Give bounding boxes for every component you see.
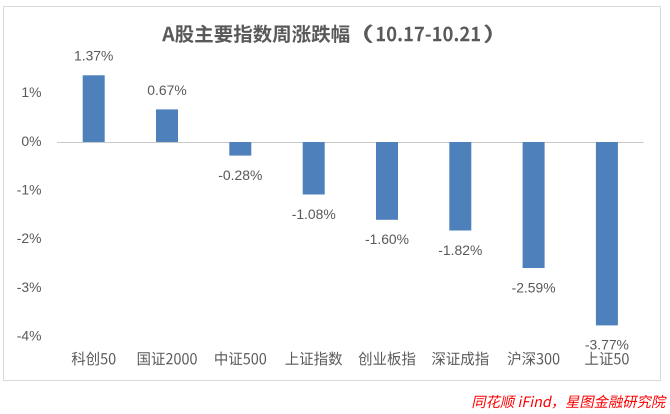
svg-text:-3.77%: -3.77%: [585, 337, 629, 353]
svg-text:-1%: -1%: [17, 182, 42, 198]
svg-text:1.37%: 1.37%: [74, 48, 113, 64]
svg-text:0%: 0%: [21, 133, 41, 149]
svg-text:-1.60%: -1.60%: [365, 231, 409, 247]
svg-text:1%: 1%: [21, 84, 41, 100]
svg-text:-3%: -3%: [17, 279, 42, 295]
svg-text:-1.82%: -1.82%: [438, 242, 482, 258]
svg-text:-2%: -2%: [17, 230, 42, 246]
svg-text:-4%: -4%: [17, 328, 42, 344]
svg-text:-0.28%: -0.28%: [218, 167, 262, 183]
svg-text:-1.08%: -1.08%: [292, 206, 336, 222]
svg-text:-2.59%: -2.59%: [512, 279, 556, 295]
svg-text:0.67%: 0.67%: [147, 82, 186, 98]
